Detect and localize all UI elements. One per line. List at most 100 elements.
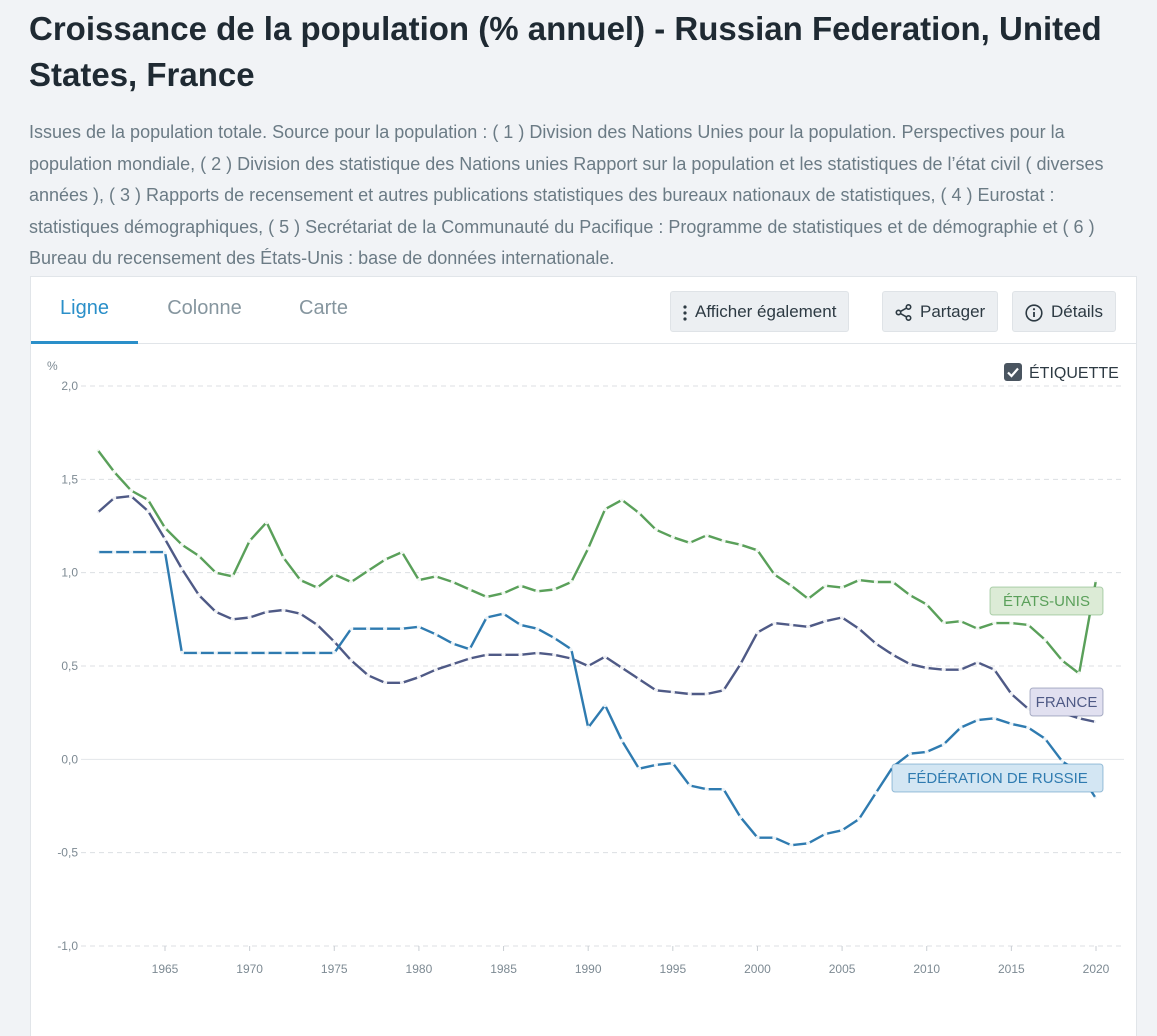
data-point [992, 667, 997, 672]
data-point [975, 660, 980, 665]
data-point [95, 510, 100, 515]
data-point [704, 533, 709, 538]
data-point [586, 725, 591, 730]
data-point [1093, 796, 1099, 801]
data-point [264, 609, 269, 614]
details-button[interactable]: Détails [1012, 291, 1116, 332]
data-point [992, 621, 997, 626]
data-point [823, 619, 828, 624]
data-point [636, 766, 642, 771]
tab-carte[interactable]: Carte [299, 297, 348, 319]
data-point [552, 587, 557, 592]
data-point [518, 583, 523, 588]
data-point [941, 742, 946, 747]
data-point [670, 535, 675, 540]
series-label: FRANCE [1036, 694, 1098, 711]
data-point [535, 626, 540, 631]
data-point [179, 650, 184, 655]
data-point [670, 690, 675, 695]
series-label-box [989, 586, 1104, 616]
label-toggle[interactable]: ÉTIQUETTE [1004, 362, 1119, 385]
data-point [569, 579, 574, 585]
data-point [1043, 637, 1048, 642]
y-tick-label: 1,5 [61, 472, 78, 486]
data-point [501, 611, 506, 616]
y-tick-label: 0,5 [61, 659, 78, 673]
data-point [332, 650, 337, 655]
data-point [196, 593, 201, 598]
data-point [1093, 719, 1099, 725]
data-point [603, 703, 608, 708]
data-point [738, 815, 743, 820]
data-point [383, 680, 388, 685]
data-point [992, 716, 997, 721]
x-tick-label: 1970 [236, 962, 263, 976]
data-point [721, 688, 726, 693]
data-point [213, 570, 218, 575]
data-point [281, 607, 286, 613]
data-point [213, 650, 218, 655]
data-point [264, 520, 269, 525]
data-point [755, 548, 760, 553]
share-button[interactable]: Partager [882, 291, 999, 332]
data-point [1060, 658, 1065, 663]
checkbox-checked-icon[interactable] [1004, 362, 1022, 381]
data-point [146, 550, 151, 555]
data-point [653, 762, 659, 767]
chart-card: Ligne Colonne Carte Afficher également P… [30, 276, 1137, 1036]
data-point [196, 553, 201, 558]
data-point [247, 615, 252, 620]
data-point [823, 831, 828, 837]
data-point [1009, 721, 1014, 726]
x-tick-label: 2015 [998, 962, 1025, 976]
x-tick-label: 1965 [152, 962, 179, 976]
data-point [1043, 736, 1048, 741]
data-point [772, 572, 777, 577]
data-point [416, 624, 421, 629]
more-vertical-icon [683, 304, 687, 321]
data-point [552, 635, 557, 641]
data-point [501, 591, 506, 596]
data-point [112, 469, 117, 474]
data-point [264, 650, 269, 655]
data-point [907, 751, 912, 756]
data-point [129, 494, 134, 499]
show-also-label: Afficher également [695, 302, 837, 321]
data-point [383, 557, 388, 562]
data-point [416, 675, 421, 680]
show-also-button[interactable]: Afficher également [670, 291, 850, 332]
data-point [366, 673, 371, 678]
data-point [196, 650, 201, 655]
data-point [1026, 725, 1031, 730]
data-point [840, 615, 845, 620]
tab-ligne[interactable]: Ligne [31, 277, 138, 344]
data-point [366, 568, 371, 573]
data-point [721, 787, 726, 792]
data-point [738, 542, 743, 547]
tab-colonne[interactable]: Colonne [167, 297, 242, 319]
data-point [924, 749, 929, 754]
data-point [349, 658, 354, 663]
data-point [315, 650, 320, 655]
source-description: Issues de la population totale. Source p… [29, 122, 1104, 268]
x-tick-label: 1985 [490, 962, 517, 976]
data-point [907, 593, 912, 598]
data-point [840, 828, 845, 833]
data-point [129, 488, 134, 493]
data-point [112, 550, 117, 555]
data-point [315, 622, 320, 627]
info-icon [1025, 303, 1043, 322]
data-point [670, 761, 675, 766]
data-point [907, 662, 912, 667]
data-point [1077, 716, 1082, 721]
data-point [416, 578, 421, 583]
share-label: Partager [920, 302, 986, 321]
data-point [789, 583, 794, 588]
data-point [840, 585, 845, 590]
data-point [755, 630, 760, 635]
data-point [619, 738, 625, 743]
series-label-box [1029, 687, 1104, 717]
data-point [806, 624, 811, 629]
data-point [535, 650, 540, 655]
data-point [146, 509, 151, 514]
